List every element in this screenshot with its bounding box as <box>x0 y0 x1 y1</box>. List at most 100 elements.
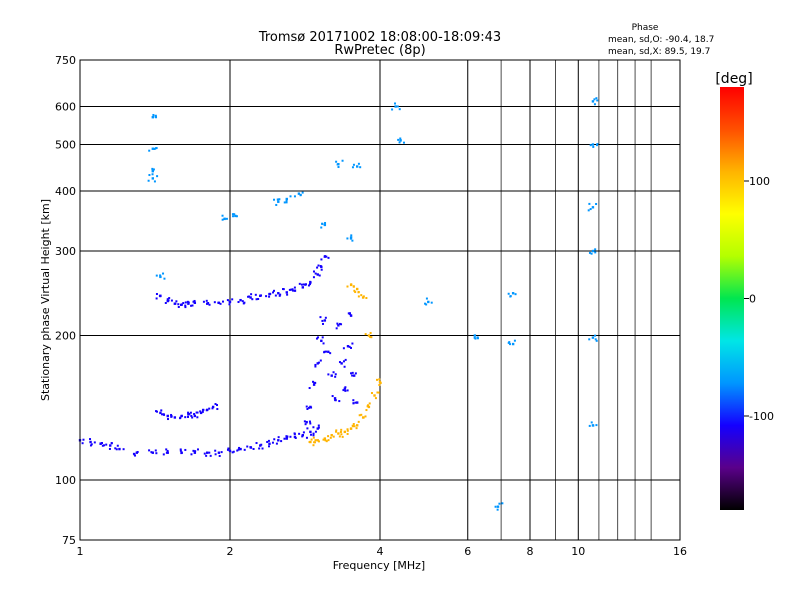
data-point <box>159 275 162 279</box>
data-point <box>343 387 347 390</box>
data-point-echo <box>166 298 169 301</box>
colorbar-tick-label: -100 <box>749 410 774 423</box>
data-point <box>355 424 359 427</box>
data-point <box>309 430 312 434</box>
data-point-echo <box>319 359 322 362</box>
data-point-echo <box>267 439 270 442</box>
data-point-echo <box>184 304 187 307</box>
data-point-echo <box>430 301 433 304</box>
colorbar <box>720 87 744 510</box>
data-point <box>343 430 347 434</box>
data-point-echo <box>177 303 180 306</box>
data-point <box>367 405 371 409</box>
data-point-echo <box>494 505 497 508</box>
data-point-echo <box>424 302 427 305</box>
data-point <box>277 292 280 295</box>
data-point-echo <box>174 302 177 305</box>
data-point-echo <box>594 251 597 254</box>
data-point-echo <box>314 430 317 433</box>
data-point-echo <box>199 410 202 413</box>
data-point-echo <box>148 449 151 452</box>
data-point-echo <box>250 293 253 296</box>
data-point <box>151 147 155 150</box>
data-point-echo <box>184 448 187 451</box>
data-point-echo <box>246 445 249 448</box>
data-point <box>511 342 515 346</box>
data-point <box>199 411 203 415</box>
data-point-echo <box>291 289 294 292</box>
y-tick-label: 300 <box>55 245 76 258</box>
data-point-echo <box>312 276 315 279</box>
data-point-echo <box>353 425 356 428</box>
data-point-echo <box>593 98 596 101</box>
data-point-echo <box>402 141 405 144</box>
data-point-echo <box>325 255 328 258</box>
data-point-echo <box>335 429 338 432</box>
y-tick-label: 600 <box>55 101 76 114</box>
chart-subtitle: RwPretec (8p) <box>334 43 425 58</box>
data-point-echo <box>349 427 352 430</box>
data-point-echo <box>184 306 187 309</box>
data-point-echo <box>156 410 159 413</box>
data-point-echo <box>232 215 235 218</box>
data-point-echo <box>314 439 317 442</box>
grid-lines <box>80 60 680 540</box>
data-point-echo <box>192 449 195 452</box>
data-point-echo <box>346 389 349 392</box>
x-tick-label: 10 <box>571 545 585 558</box>
data-point-echo <box>334 373 337 376</box>
data-point <box>591 143 595 146</box>
data-point <box>228 449 232 453</box>
data-point-echo <box>275 203 278 206</box>
data-point-echo <box>152 168 155 171</box>
data-point-echo <box>302 431 305 434</box>
data-point-echo <box>161 413 164 416</box>
data-point-echo <box>305 436 308 439</box>
data-point-echo <box>168 297 171 300</box>
data-point-echo <box>233 213 236 216</box>
data-point-echo <box>255 442 258 445</box>
data-point-echo <box>349 314 352 317</box>
data-point-echo <box>352 285 355 288</box>
data-point <box>337 324 340 327</box>
data-point-echo <box>342 347 345 350</box>
data-point-echo <box>317 361 320 364</box>
data-point-echo <box>595 97 598 100</box>
data-point-echo <box>352 402 355 405</box>
data-point-echo <box>399 137 402 140</box>
data-point-echo <box>103 444 106 447</box>
data-point-echo <box>155 452 158 455</box>
data-point-echo <box>187 415 190 418</box>
data-point-echo <box>283 201 286 204</box>
data-point-echo <box>425 297 428 300</box>
data-point-echo <box>293 195 296 198</box>
data-point-echo <box>154 114 157 117</box>
data-point-echo <box>268 295 271 298</box>
data-point-echo <box>170 415 173 418</box>
data-point-echo <box>257 297 260 300</box>
data-point-echo <box>336 322 339 325</box>
data-point-echo <box>165 448 168 451</box>
data-point-echo <box>170 413 173 416</box>
data-point-echo <box>291 288 294 291</box>
data-point-echo <box>216 408 219 411</box>
data-point-echo <box>351 239 354 242</box>
data-point-echo <box>179 416 182 419</box>
data-point-echo <box>335 327 338 330</box>
data-point <box>323 223 327 227</box>
data-point-echo <box>217 301 220 304</box>
data-point <box>193 414 197 418</box>
data-point-echo <box>158 294 161 297</box>
data-point-echo <box>344 389 347 392</box>
data-point-echo <box>588 251 591 254</box>
data-point <box>268 442 271 445</box>
data-point-echo <box>351 371 354 374</box>
data-point-echo <box>343 365 346 368</box>
data-point-echo <box>237 448 240 451</box>
data-point <box>239 298 242 302</box>
data-point <box>591 206 595 209</box>
data-point-echo <box>232 450 235 453</box>
data-point-echo <box>271 441 274 444</box>
data-point-echo <box>254 293 257 296</box>
data-point-echo <box>153 147 156 150</box>
